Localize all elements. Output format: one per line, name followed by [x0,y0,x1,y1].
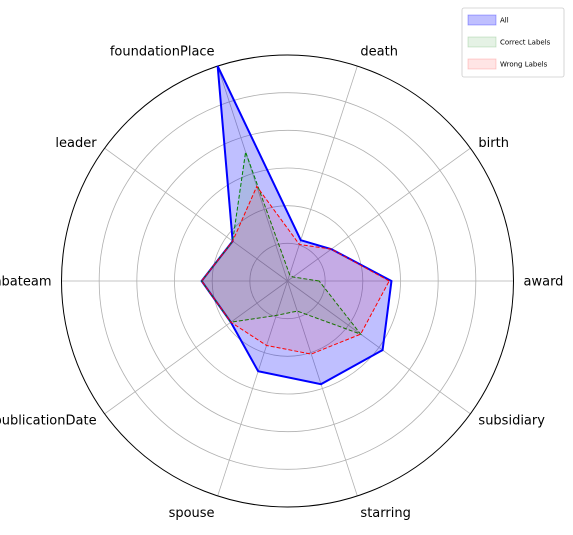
axis-label-spouse: spouse [169,506,215,521]
grid-spoke [287,65,358,282]
legend-label-correct-labels: Correct Labels [500,39,551,47]
legend-swatch-wrong-labels [467,58,497,70]
axis-label-foundationplace: foundationPlace [110,44,215,59]
series-wrong-labels [200,185,390,355]
grid-spoke [217,280,288,497]
radar-grid [61,54,514,508]
axis-label-subsidiary: subsidiary [478,413,545,428]
radar-frame [61,54,514,508]
axis-label-birth: birth [478,136,509,151]
axis-label-death: death [360,44,398,59]
axis-label-nbateam: nbateam [0,275,52,290]
grid-spoke [287,280,471,415]
axis-label-starring: starring [360,506,410,521]
grid-spoke [287,280,358,497]
legend: All Correct Labels Wrong Labels [461,7,565,78]
grid-spoke [104,147,288,282]
legend-label-all: All [500,17,509,25]
legend-frame [461,7,565,78]
legend-label-wrong-labels: Wrong Labels [500,61,548,69]
grid-spoke [104,280,288,415]
axis-label-award: award [524,275,564,290]
grid-spoke [287,147,471,282]
legend-swatch-all [467,14,497,26]
radar-series [200,65,393,386]
axis-label-leader: leader [55,136,97,151]
radar-axis-labels: award birth death foundationPlace leader nbat… [0,44,563,521]
legend-items: All Correct Labels Wrong Labels [467,14,551,70]
grid-spoke [217,65,288,282]
axis-label-publicationdate: publicationDate [0,413,97,428]
legend-swatch-correct-labels [467,36,497,48]
series-correct-labels [200,151,363,336]
